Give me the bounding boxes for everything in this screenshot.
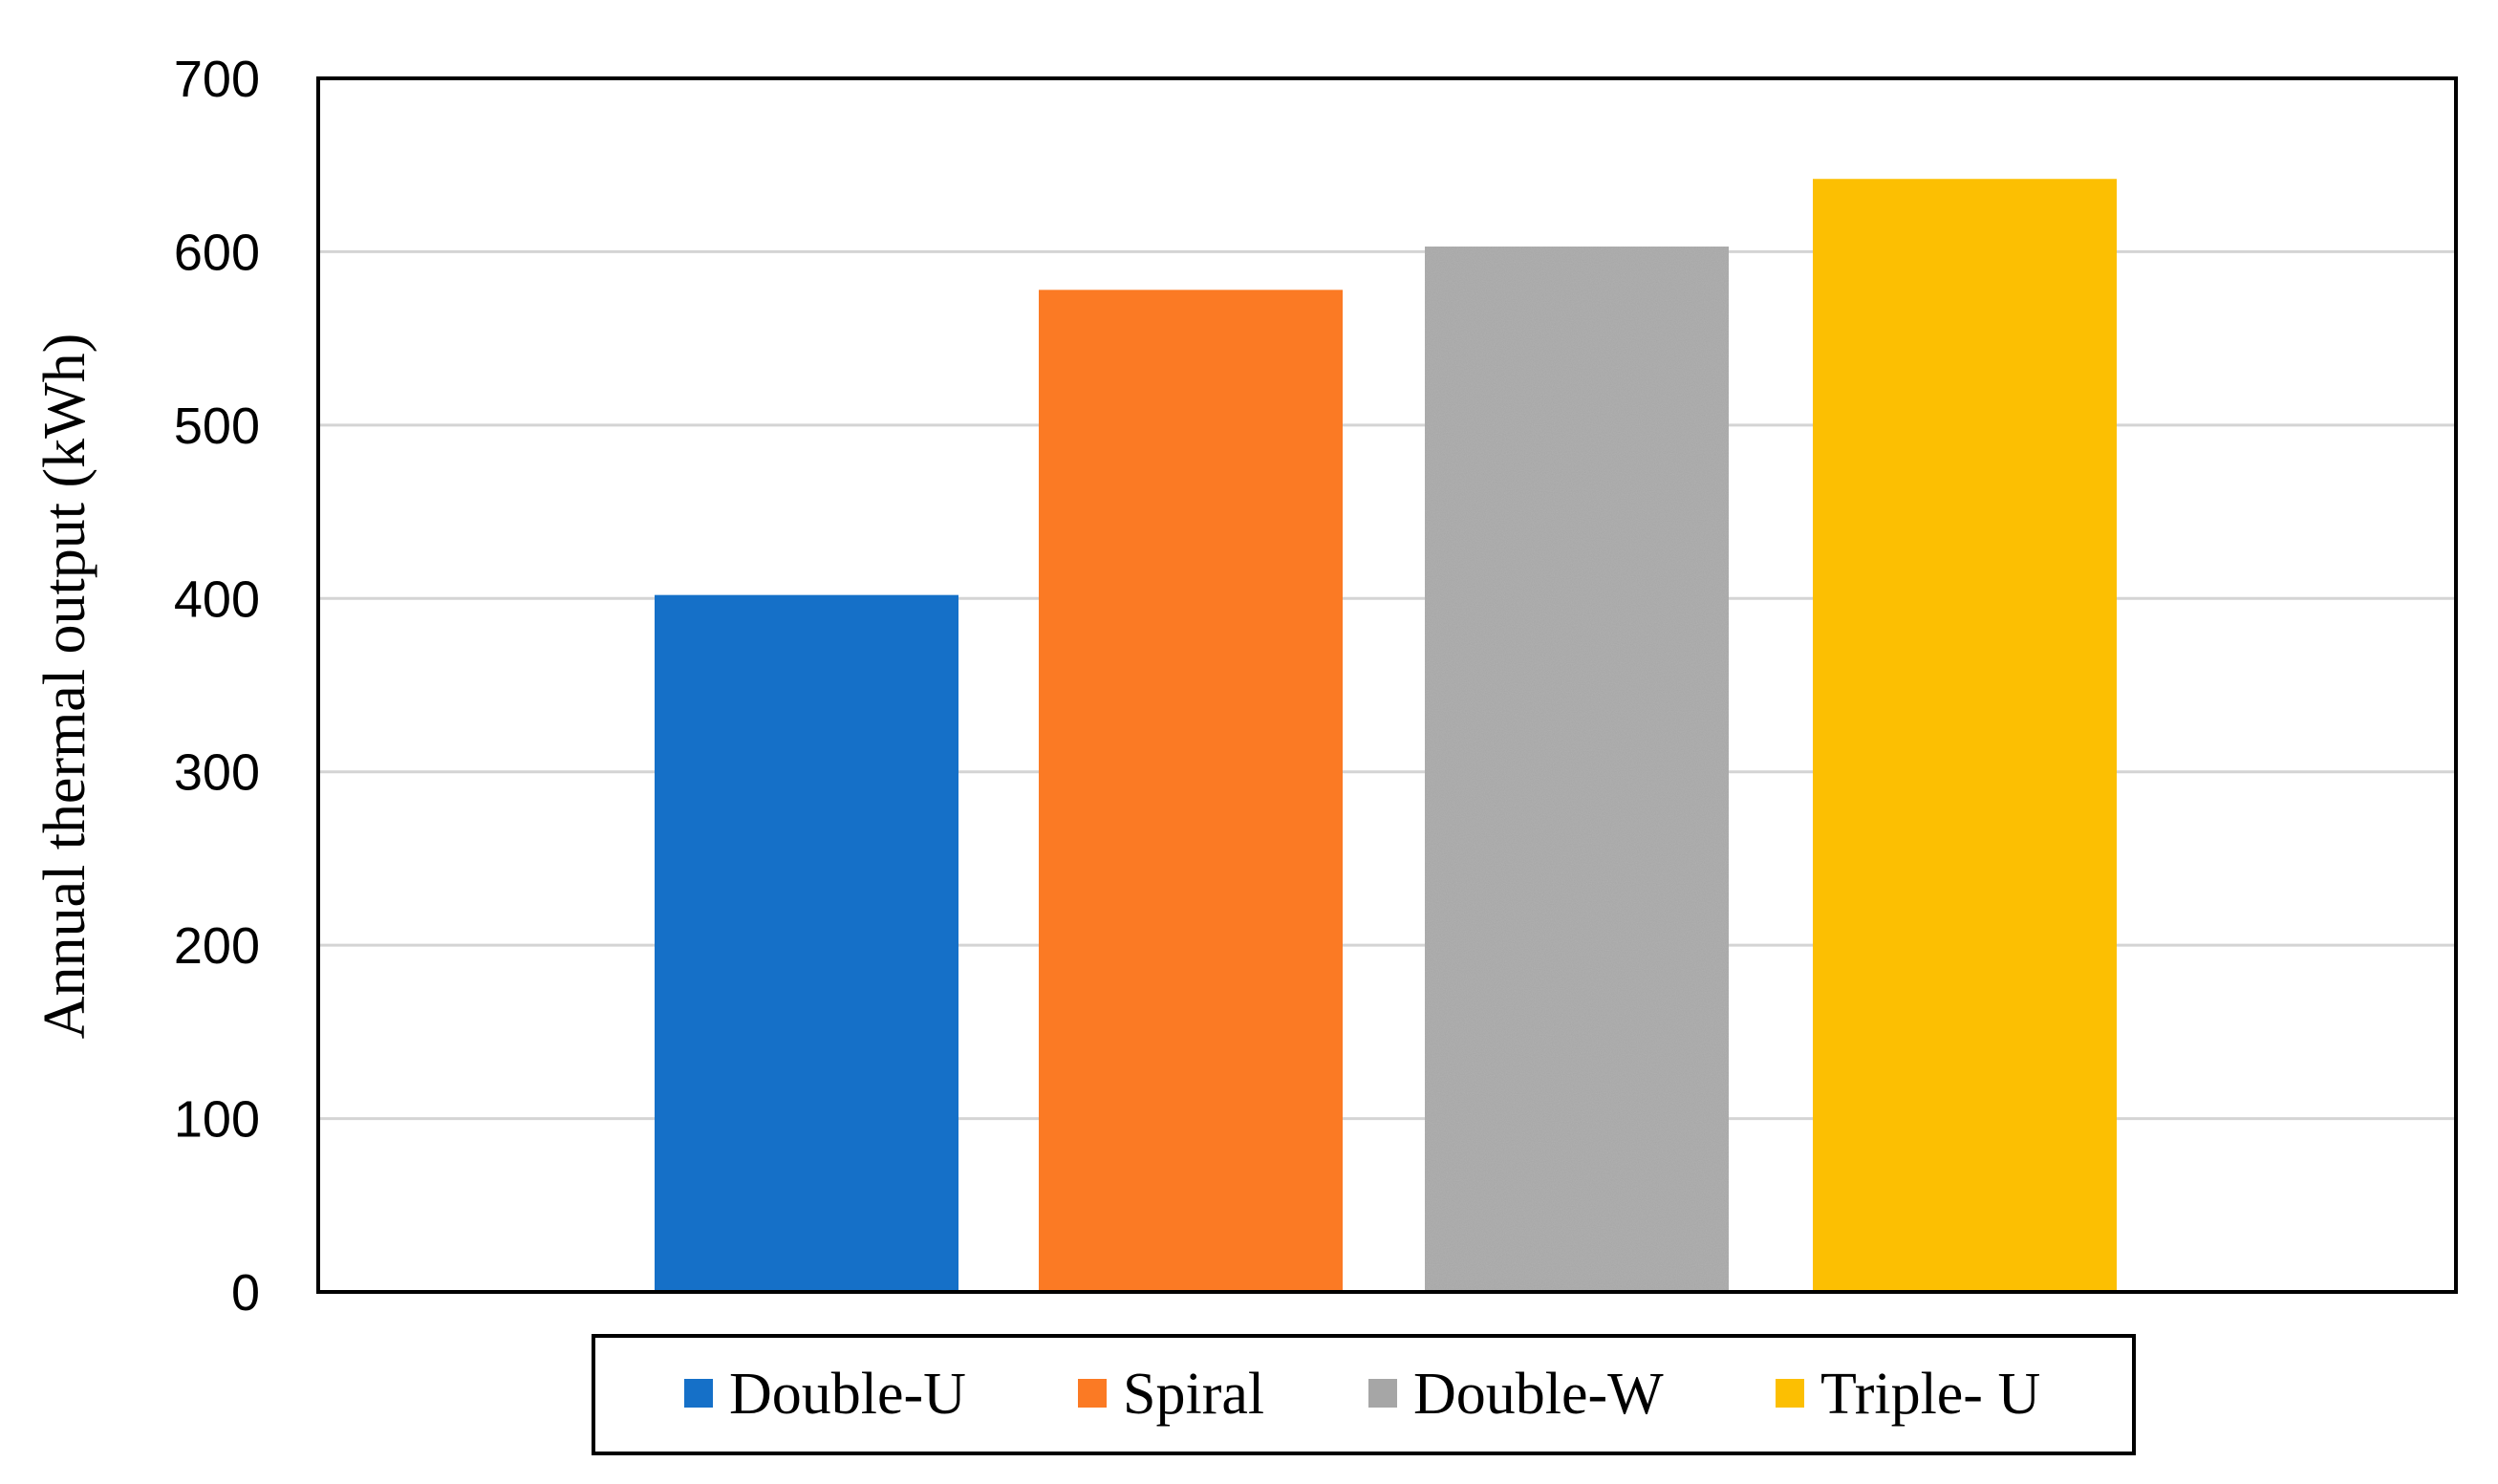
y-tick-label: 200 xyxy=(174,917,260,975)
legend: Double-U Spiral Double-W Triple- U xyxy=(684,1362,2040,1427)
plot-area-frame xyxy=(316,76,2458,1294)
y-tick-label: 400 xyxy=(174,570,260,628)
y-tick-label: 0 xyxy=(231,1264,260,1322)
bar-spiral xyxy=(1039,290,1343,1292)
bars xyxy=(655,179,2117,1293)
bar-triple-u xyxy=(1813,179,2117,1293)
legend-item: Double-U xyxy=(684,1362,966,1427)
legend-swatch xyxy=(1078,1379,1107,1408)
y-tick-label: 100 xyxy=(174,1091,260,1149)
y-tick-label: 700 xyxy=(174,51,260,108)
legend-swatch xyxy=(1776,1379,1804,1408)
legend-swatch xyxy=(684,1379,713,1408)
y-tick-label: 300 xyxy=(174,744,260,802)
y-axis-title: Annual thermal output (kWh) xyxy=(32,333,97,1040)
legend-label: Double-U xyxy=(729,1362,966,1427)
legend-label: Spiral xyxy=(1123,1362,1264,1427)
y-tick-label: 500 xyxy=(174,398,260,455)
legend-box xyxy=(592,1334,2136,1455)
legend-swatch xyxy=(1368,1379,1397,1408)
legend-item: Triple- U xyxy=(1776,1362,2040,1427)
y-axis-tick-labels: 0 100 200 300 400 500 600 700 xyxy=(174,51,260,1322)
legend-item: Spiral xyxy=(1078,1362,1264,1427)
bar-double-u xyxy=(655,594,958,1292)
legend-item: Double-W xyxy=(1368,1362,1664,1427)
y-tick-label: 600 xyxy=(174,224,260,281)
gridlines xyxy=(318,249,2456,1121)
legend-label: Triple- U xyxy=(1820,1362,2040,1427)
legend-label: Double-W xyxy=(1413,1362,1664,1427)
bar-double-w xyxy=(1425,246,1729,1292)
